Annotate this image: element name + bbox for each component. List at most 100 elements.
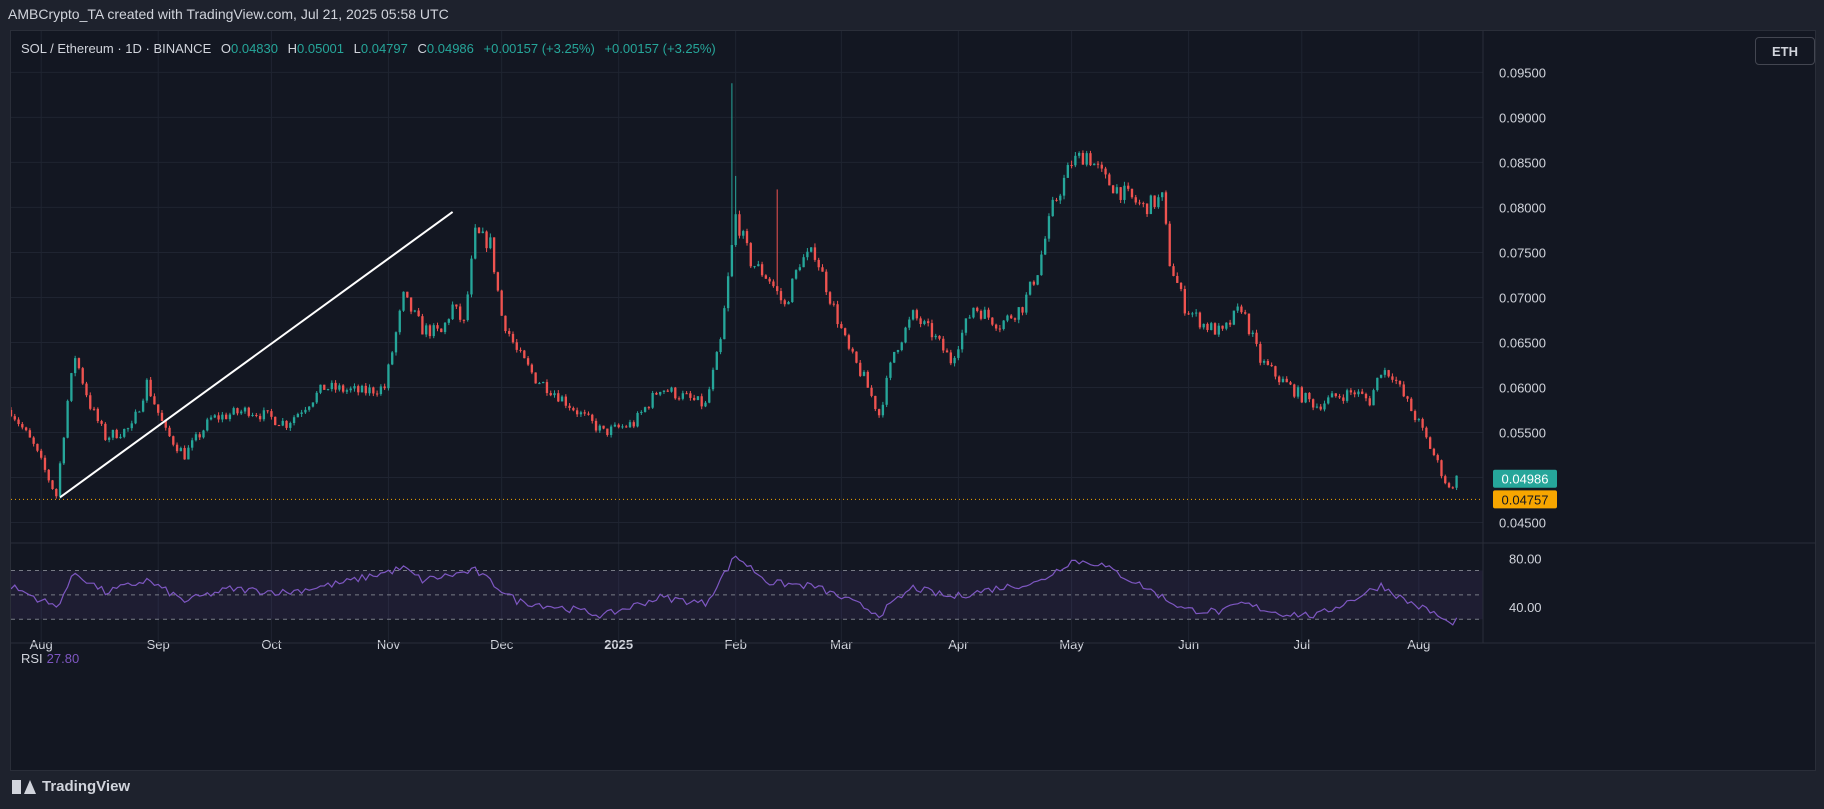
- candle-up: [398, 309, 401, 335]
- candle-body: [1387, 370, 1390, 377]
- candle-down: [828, 291, 832, 306]
- candle-up: [1062, 174, 1066, 200]
- candle-down: [1104, 166, 1107, 179]
- candle-down: [843, 327, 847, 337]
- candle-body: [1006, 315, 1009, 321]
- candle-up: [651, 390, 654, 409]
- candle-body: [1104, 168, 1107, 175]
- candle-up: [893, 351, 896, 364]
- candle-body: [213, 415, 216, 418]
- candle-down: [840, 321, 843, 329]
- candle-up: [240, 409, 243, 415]
- candle-body: [1428, 437, 1432, 449]
- currency-button[interactable]: ETH: [1755, 37, 1815, 65]
- candle-up: [432, 323, 435, 339]
- candle-down: [1070, 160, 1073, 169]
- candle-body: [206, 419, 209, 431]
- candle-body: [111, 429, 115, 438]
- candle-down: [1187, 311, 1190, 315]
- candle-down: [504, 315, 507, 334]
- candle-up: [889, 361, 892, 381]
- candle-down: [583, 409, 586, 416]
- candle-body: [1025, 294, 1028, 313]
- candle-up: [621, 424, 624, 429]
- candlestick-chart[interactable]: Aug Sep Oct Nov Dec 2025 Feb Mar Apr May Jun Jul Aug…: [11, 31, 1815, 770]
- candle-down: [1266, 359, 1270, 366]
- candle-up: [1296, 385, 1300, 399]
- candle-down: [1134, 194, 1137, 205]
- candle-down: [594, 418, 598, 433]
- candle-body: [1440, 460, 1443, 477]
- candle-body: [1244, 312, 1247, 314]
- candle-up: [360, 384, 364, 393]
- x-tick-label: Jun: [1178, 637, 1199, 652]
- candle-up: [300, 409, 303, 417]
- candle-body: [391, 352, 394, 365]
- candle-body: [394, 332, 398, 353]
- candle-body: [692, 397, 696, 400]
- candle-up: [1236, 303, 1239, 313]
- candle-up: [413, 309, 417, 313]
- candle-body: [930, 323, 934, 338]
- candle-body: [236, 408, 239, 414]
- candle-down: [217, 412, 220, 423]
- candle-down: [1206, 322, 1209, 333]
- candle-body: [353, 386, 356, 389]
- candle-down: [43, 455, 47, 473]
- chart-grid: [11, 31, 1483, 643]
- candle-body: [492, 237, 496, 273]
- candle-down: [1089, 150, 1092, 167]
- rsi-title[interactable]: RSI: [21, 651, 43, 666]
- candle-up: [711, 367, 715, 392]
- candle-body: [508, 331, 511, 334]
- candle-up: [896, 349, 900, 354]
- candle-body: [360, 385, 364, 393]
- candle-up: [232, 406, 235, 416]
- candle-down: [1428, 436, 1432, 449]
- candle-body: [179, 448, 183, 452]
- candle-body: [1010, 315, 1013, 319]
- candle-down: [1353, 390, 1356, 398]
- candle-down: [768, 277, 771, 284]
- candle-body: [1406, 396, 1409, 399]
- candle-body: [1213, 323, 1217, 335]
- candle-body: [1259, 343, 1262, 363]
- candle-up: [787, 300, 790, 305]
- candle-body: [1236, 306, 1239, 311]
- candle-up: [1047, 213, 1051, 242]
- candle-body: [228, 414, 232, 420]
- candle-down: [1145, 203, 1149, 217]
- candle-down: [772, 279, 775, 288]
- candle-up: [1217, 323, 1220, 337]
- candle-body: [1108, 174, 1111, 186]
- candle-body: [470, 258, 473, 295]
- candle-body: [1206, 323, 1209, 330]
- candle-down: [1138, 199, 1141, 206]
- candle-up: [753, 265, 756, 269]
- candle-body: [436, 325, 439, 329]
- candle-up: [292, 415, 296, 426]
- candle-up: [1085, 150, 1088, 167]
- candle-body: [942, 338, 945, 351]
- candle-body: [1028, 281, 1032, 295]
- candle-body: [1191, 313, 1194, 315]
- brand-name: TradingView: [42, 778, 131, 795]
- candle-body: [991, 317, 994, 325]
- candle-body: [1334, 393, 1337, 397]
- tradingview-logo[interactable]: TradingView: [12, 778, 130, 795]
- candle-up: [66, 399, 69, 439]
- candle-down: [455, 304, 458, 310]
- candle-body: [1330, 393, 1334, 398]
- candle-up: [1455, 475, 1458, 491]
- candle-up: [319, 384, 322, 395]
- candle-body: [1364, 393, 1368, 399]
- candle-up: [542, 381, 545, 384]
- candle-body: [987, 309, 990, 318]
- candle-body: [500, 290, 503, 316]
- candle-body: [515, 342, 518, 350]
- candle-body: [1398, 380, 1402, 385]
- symbol-title[interactable]: SOL / Ethereum · 1D · BINANCE: [21, 41, 212, 56]
- candle-up: [1232, 310, 1236, 326]
- candle-body: [1338, 396, 1341, 398]
- candle-down: [1300, 385, 1304, 404]
